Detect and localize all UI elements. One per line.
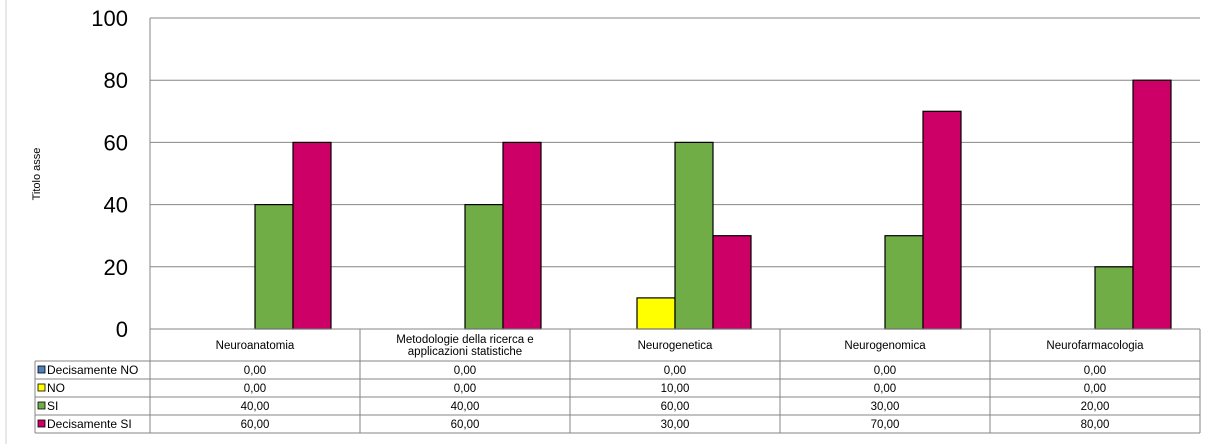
data-label: 0,00 — [874, 365, 896, 377]
y-tick-label: 80 — [104, 68, 128, 93]
legend-label: SI — [47, 399, 58, 413]
category-label: Neuroanatomia — [216, 340, 295, 352]
data-label: 60,00 — [451, 419, 480, 431]
bar-si — [1094, 266, 1134, 330]
y-axis-title: Titolo asse — [31, 148, 43, 201]
category-label: Metodologie della ricerca e applicazioni … — [396, 334, 533, 358]
data-label: 70,00 — [871, 419, 900, 431]
data-label: 0,00 — [244, 365, 266, 377]
data-label: 0,00 — [454, 383, 476, 395]
legend-label: NO — [47, 381, 65, 395]
data-label: 30,00 — [871, 401, 900, 413]
legend-key — [37, 383, 46, 392]
data-label: 60,00 — [241, 419, 270, 431]
data-label: 0,00 — [454, 365, 476, 377]
legend-label: Decisamente NO — [47, 363, 138, 377]
data-label: 80,00 — [1081, 419, 1110, 431]
legend-key — [37, 365, 46, 374]
bar-decisamente-si — [922, 110, 962, 330]
category-label: Neurogenomica — [844, 340, 926, 352]
data-label: 60,00 — [661, 401, 690, 413]
data-label: 20,00 — [1081, 401, 1110, 413]
data-label: 0,00 — [874, 383, 896, 395]
bar-decisamente-si — [712, 235, 752, 330]
y-tick-label: 0 — [116, 317, 128, 342]
bar-si — [674, 141, 714, 330]
data-label: 0,00 — [664, 365, 686, 377]
data-label: 0,00 — [244, 383, 266, 395]
bar-si — [464, 204, 504, 330]
bar-si — [884, 235, 924, 330]
bar-decisamente-si — [502, 141, 542, 330]
legend-label: Decisamente SI — [47, 417, 132, 431]
category-label: Neurofarmacologia — [1046, 340, 1144, 352]
legend-key — [37, 401, 46, 410]
y-tick-label: 40 — [104, 193, 128, 218]
data-label: 10,00 — [661, 383, 690, 395]
bar-si — [254, 204, 294, 330]
data-label: 0,00 — [1084, 383, 1106, 395]
data-label: 40,00 — [451, 401, 480, 413]
legend-key — [37, 419, 46, 428]
y-tick-label: 60 — [104, 130, 128, 155]
data-label: 40,00 — [241, 401, 270, 413]
bar-decisamente-si — [1132, 79, 1172, 330]
data-label: 30,00 — [661, 419, 690, 431]
y-tick-label: 100 — [91, 6, 128, 31]
y-tick-label: 20 — [104, 255, 128, 280]
data-label: 0,00 — [1084, 365, 1106, 377]
category-label: Neurogenetica — [638, 340, 713, 352]
bar-decisamente-si — [292, 141, 332, 330]
bar-no — [636, 297, 676, 330]
